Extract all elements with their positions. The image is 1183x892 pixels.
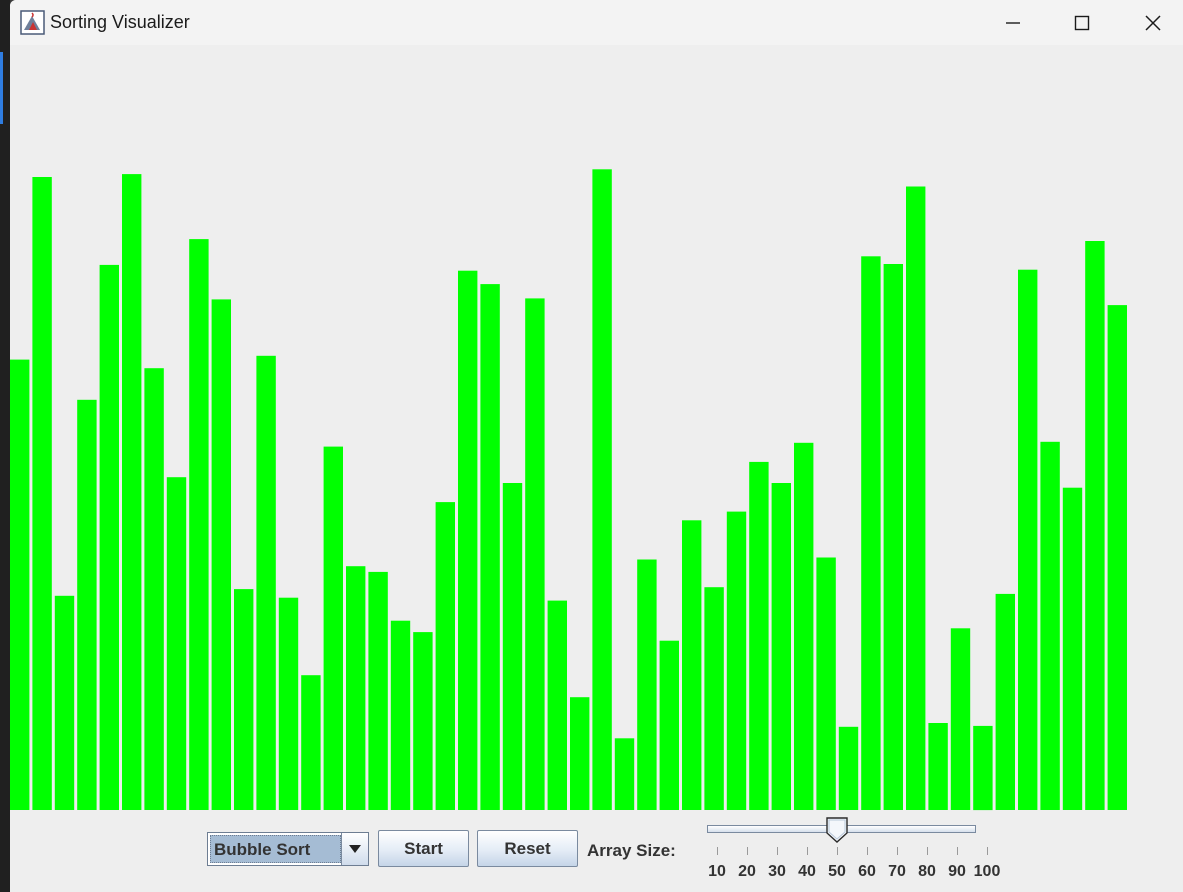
slider-tick-label: 90: [948, 863, 966, 880]
taskbar-accent: [0, 52, 3, 124]
bar: [346, 566, 366, 810]
bar: [659, 640, 679, 810]
bar: [122, 174, 142, 811]
bar: [1062, 487, 1083, 810]
bar: [458, 270, 478, 810]
start-button[interactable]: Start: [378, 830, 469, 867]
slider-thumb[interactable]: [825, 817, 849, 843]
algorithm-select-value: Bubble Sort: [210, 835, 341, 863]
bar: [502, 483, 523, 810]
minimize-icon: [1006, 21, 1020, 24]
bar: [794, 442, 814, 810]
bar: [704, 587, 724, 810]
java-app-icon: [20, 10, 45, 35]
bar: [10, 359, 30, 810]
bar: [1085, 241, 1105, 810]
bar: [973, 725, 993, 811]
bar: [906, 186, 926, 810]
slider-tick-label: 50: [828, 863, 846, 880]
slider-tick: [777, 847, 778, 855]
array-size-label: Array Size:: [587, 841, 676, 860]
slider-tick-label: 60: [858, 863, 876, 880]
slider-tick: [807, 847, 808, 855]
bar: [570, 697, 590, 810]
bar: [301, 675, 321, 810]
slider-tick: [927, 847, 928, 855]
maximize-icon: [1074, 15, 1090, 30]
bar: [1018, 269, 1038, 810]
bar: [32, 177, 52, 810]
bar: [211, 299, 231, 810]
bar: [726, 511, 747, 810]
bar: [861, 256, 881, 810]
slider-tick: [987, 847, 988, 855]
minimize-button[interactable]: [978, 0, 1048, 45]
slider-tick: [837, 847, 838, 855]
slider-tick-label: 80: [918, 863, 936, 880]
bar: [54, 595, 75, 810]
bar: [838, 726, 859, 810]
array-size-slider[interactable]: 10 20 30 40 50 60 70 80 90 100: [706, 815, 1006, 885]
algorithm-select[interactable]: Bubble Sort: [207, 832, 369, 866]
bar: [995, 593, 1015, 810]
bar: [144, 368, 164, 810]
bar: [928, 723, 948, 810]
bar: [435, 502, 455, 810]
bar: [77, 399, 97, 810]
content-pane: Bubble Sort Start Reset Array Size: 10 20…: [10, 45, 1183, 892]
bar: [99, 264, 119, 810]
slider-tick: [897, 847, 898, 855]
slider-tick-label: 10: [708, 863, 726, 880]
slider-tick: [717, 847, 718, 855]
slider-tick-label: 20: [738, 863, 756, 880]
title-bar[interactable]: Sorting Visualizer: [10, 0, 1183, 45]
bar: [1040, 441, 1060, 810]
bar: [278, 597, 299, 810]
slider-tick: [957, 847, 958, 855]
bar: [1107, 305, 1127, 810]
reset-button[interactable]: Reset: [477, 830, 578, 867]
controls-panel: Bubble Sort Start Reset Array Size: 10 20…: [10, 45, 1183, 892]
algorithm-select-arrow[interactable]: [341, 833, 368, 865]
bar: [256, 355, 276, 810]
bar: [749, 461, 769, 810]
bar: [614, 738, 635, 810]
chevron-down-icon: [349, 845, 361, 853]
bar: [323, 446, 343, 810]
desktop-edge: [0, 0, 10, 892]
bar: [682, 520, 702, 810]
close-icon: [1145, 14, 1161, 31]
slider-tick-label: 30: [768, 863, 786, 880]
slider-tick-label: 40: [798, 863, 816, 880]
window-title: Sorting Visualizer: [50, 12, 190, 32]
bar: [592, 169, 612, 811]
bar: [816, 557, 836, 810]
bar: [480, 284, 500, 811]
slider-tick: [867, 847, 868, 855]
bar: [883, 264, 903, 810]
bar: [368, 571, 388, 810]
bar: [637, 559, 657, 810]
bar: [166, 477, 187, 810]
slider-tick-label: 100: [973, 863, 1001, 880]
bar: [950, 628, 971, 810]
bar: [771, 483, 791, 810]
app-window: Sorting Visualizer Bubble Sort: [10, 0, 1183, 892]
slider-tick: [747, 847, 748, 855]
bar: [547, 600, 567, 810]
bar: [189, 239, 209, 811]
maximize-button[interactable]: [1047, 0, 1117, 45]
bars-canvas: [10, 169, 1127, 811]
bar: [525, 298, 545, 810]
bar: [234, 589, 254, 810]
bar: [413, 632, 433, 810]
close-button[interactable]: [1118, 0, 1183, 45]
bar: [390, 620, 411, 810]
slider-tick-label: 70: [888, 863, 906, 880]
